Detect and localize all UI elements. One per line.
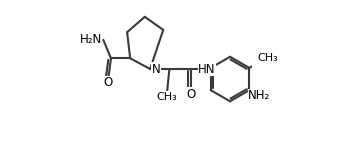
Text: HN: HN — [198, 63, 216, 75]
Text: O: O — [103, 76, 113, 89]
Text: CH₃: CH₃ — [157, 92, 177, 102]
Text: CH₃: CH₃ — [257, 53, 278, 62]
Text: H₂N: H₂N — [80, 33, 102, 46]
Text: NH₂: NH₂ — [248, 89, 270, 102]
Text: N: N — [152, 63, 161, 75]
Text: O: O — [186, 88, 196, 101]
